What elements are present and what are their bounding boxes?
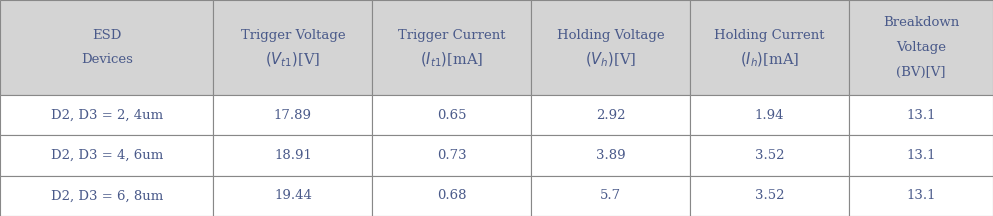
Bar: [690, 176, 849, 216]
Text: $(I_{t1})$[mA]: $(I_{t1})$[mA]: [420, 51, 484, 69]
Text: 17.89: 17.89: [274, 109, 312, 122]
Bar: [531, 176, 690, 216]
Text: Devices: Devices: [80, 53, 133, 67]
Text: Trigger Voltage: Trigger Voltage: [240, 29, 346, 42]
Bar: [213, 135, 372, 176]
Bar: [849, 176, 993, 216]
Bar: [690, 0, 849, 95]
Text: D2, D3 = 4, 6um: D2, D3 = 4, 6um: [51, 149, 163, 162]
Text: 13.1: 13.1: [907, 149, 935, 162]
Bar: [531, 135, 690, 176]
Bar: [531, 0, 690, 95]
Text: ESD: ESD: [92, 29, 121, 42]
Bar: [213, 0, 372, 95]
Text: 0.68: 0.68: [437, 189, 467, 202]
Text: $(I_{h})$[mA]: $(I_{h})$[mA]: [740, 51, 799, 69]
Bar: [0, 176, 213, 216]
Text: 18.91: 18.91: [274, 149, 312, 162]
Bar: [690, 135, 849, 176]
Text: 19.44: 19.44: [274, 189, 312, 202]
Text: 5.7: 5.7: [600, 189, 622, 202]
Text: 3.89: 3.89: [596, 149, 626, 162]
Text: Holding Voltage: Holding Voltage: [557, 29, 664, 42]
Bar: [849, 0, 993, 95]
Bar: [372, 176, 531, 216]
Text: D2, D3 = 6, 8um: D2, D3 = 6, 8um: [51, 189, 163, 202]
Text: 1.94: 1.94: [755, 109, 784, 122]
Bar: [372, 135, 531, 176]
Text: $(V_{h})$[V]: $(V_{h})$[V]: [585, 51, 637, 69]
Bar: [372, 0, 531, 95]
Text: Voltage: Voltage: [896, 41, 946, 54]
Text: Trigger Current: Trigger Current: [398, 29, 505, 42]
Bar: [849, 95, 993, 135]
Bar: [690, 95, 849, 135]
Bar: [0, 95, 213, 135]
Text: Breakdown: Breakdown: [883, 16, 959, 29]
Text: 3.52: 3.52: [755, 149, 784, 162]
Bar: [372, 95, 531, 135]
Bar: [531, 95, 690, 135]
Text: 3.52: 3.52: [755, 189, 784, 202]
Bar: [0, 0, 213, 95]
Text: 13.1: 13.1: [907, 189, 935, 202]
Text: Holding Current: Holding Current: [714, 29, 825, 42]
Text: $(V_{t1})$[V]: $(V_{t1})$[V]: [265, 51, 321, 69]
Bar: [213, 95, 372, 135]
Bar: [849, 135, 993, 176]
Text: 0.73: 0.73: [437, 149, 467, 162]
Bar: [0, 135, 213, 176]
Bar: [213, 176, 372, 216]
Text: D2, D3 = 2, 4um: D2, D3 = 2, 4um: [51, 109, 163, 122]
Text: (BV)[V]: (BV)[V]: [897, 66, 945, 79]
Text: 0.65: 0.65: [437, 109, 467, 122]
Text: 2.92: 2.92: [596, 109, 626, 122]
Text: 13.1: 13.1: [907, 109, 935, 122]
